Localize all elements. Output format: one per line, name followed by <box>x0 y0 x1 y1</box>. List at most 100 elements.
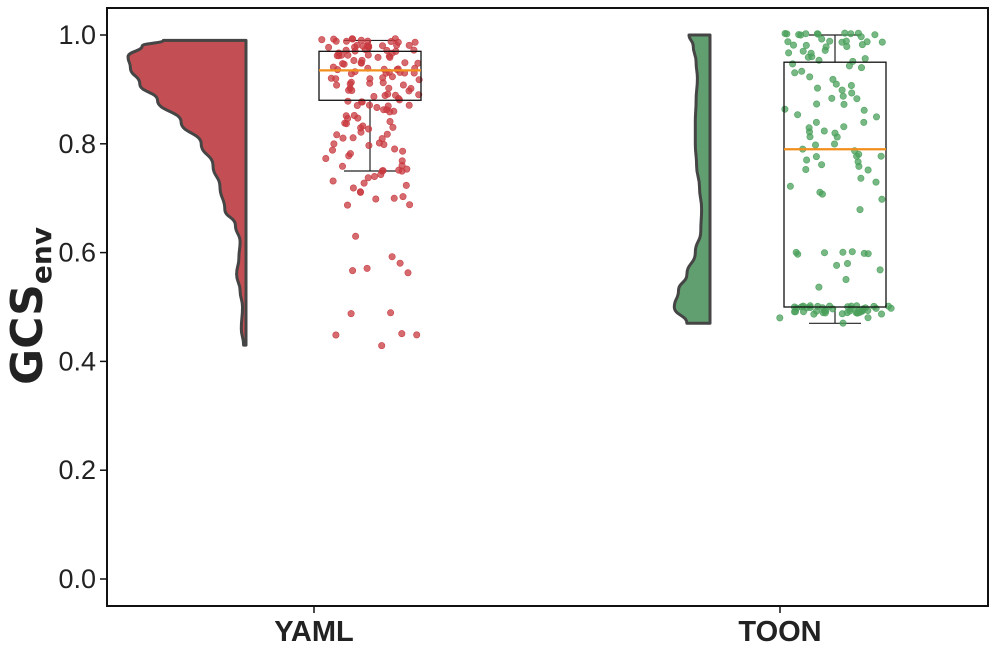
plot-frame <box>106 7 989 607</box>
data-point <box>339 60 347 68</box>
data-point <box>342 37 350 45</box>
data-point <box>785 49 793 57</box>
data-point <box>803 156 811 164</box>
data-point <box>384 102 392 110</box>
data-point <box>332 331 340 339</box>
data-point <box>854 158 862 166</box>
data-point <box>357 59 365 67</box>
data-point <box>399 81 407 89</box>
data-point <box>838 86 846 94</box>
data-point <box>781 105 789 113</box>
data-point <box>833 261 841 269</box>
data-point <box>805 124 813 132</box>
data-point <box>344 97 352 105</box>
data-point <box>351 43 359 51</box>
data-point <box>807 49 815 57</box>
data-point <box>839 248 847 256</box>
x-tick-label-toon: TOON <box>738 616 821 648</box>
data-point <box>364 37 372 45</box>
data-point <box>861 55 869 63</box>
data-point <box>878 38 886 46</box>
y-tick-label: 0.8 <box>58 129 96 159</box>
data-point <box>360 179 368 187</box>
data-point <box>399 193 407 201</box>
data-point <box>398 330 406 338</box>
data-point <box>853 95 861 103</box>
data-point <box>802 166 810 174</box>
data-point <box>387 309 395 317</box>
data-point <box>842 275 850 283</box>
data-point <box>887 304 895 312</box>
y-tick-label: 0.0 <box>58 564 96 594</box>
data-point <box>863 38 871 46</box>
data-point <box>820 127 828 135</box>
data-point <box>329 177 337 185</box>
data-point <box>860 106 868 114</box>
data-point <box>829 75 837 83</box>
data-point <box>877 310 885 318</box>
data-point <box>356 188 364 196</box>
data-point <box>373 104 381 112</box>
data-point <box>840 100 848 108</box>
data-point <box>350 56 358 64</box>
data-point <box>840 123 848 131</box>
data-point <box>349 134 357 142</box>
data-point <box>333 81 341 89</box>
data-point <box>864 166 872 174</box>
data-point <box>791 69 799 77</box>
data-point <box>391 145 399 153</box>
group-yaml <box>126 35 423 350</box>
data-point <box>365 101 373 109</box>
data-point <box>839 319 847 327</box>
data-point <box>383 130 391 138</box>
data-point <box>365 43 373 51</box>
violin-toon <box>672 33 712 325</box>
data-point <box>399 147 407 155</box>
data-point <box>872 113 880 121</box>
data-point <box>843 259 851 267</box>
data-point <box>815 283 823 291</box>
data-point <box>383 46 391 54</box>
data-point <box>852 309 860 317</box>
data-point <box>848 248 856 256</box>
data-point <box>818 35 826 43</box>
data-point <box>330 35 338 43</box>
data-point <box>797 31 805 39</box>
data-point <box>832 80 840 88</box>
data-point <box>366 75 374 83</box>
data-point <box>786 182 794 190</box>
data-point <box>864 314 872 322</box>
data-point <box>372 195 380 203</box>
data-point <box>370 173 378 181</box>
data-point <box>853 302 861 310</box>
box-toon <box>783 61 887 308</box>
data-point <box>818 161 826 169</box>
data-point <box>876 266 884 274</box>
data-point <box>793 304 801 312</box>
violin-yaml <box>126 38 248 347</box>
data-point <box>822 43 830 51</box>
x-axis: YAML TOON <box>274 606 822 648</box>
data-point <box>413 331 421 339</box>
data-point <box>402 181 410 189</box>
data-point <box>839 92 847 100</box>
data-point <box>789 41 797 49</box>
data-point <box>798 67 806 75</box>
data-point <box>390 194 398 202</box>
data-point <box>394 38 402 46</box>
data-point <box>776 314 784 322</box>
data-point <box>322 155 330 163</box>
data-point <box>783 30 791 38</box>
data-point <box>826 37 834 45</box>
data-point <box>784 38 792 46</box>
data-point <box>349 184 357 192</box>
data-point <box>848 89 856 97</box>
data-point <box>387 37 395 45</box>
data-point <box>411 38 419 46</box>
data-point <box>802 41 810 49</box>
data-point <box>339 134 347 142</box>
data-point <box>332 75 340 83</box>
data-point <box>856 206 864 214</box>
data-point <box>872 178 880 186</box>
